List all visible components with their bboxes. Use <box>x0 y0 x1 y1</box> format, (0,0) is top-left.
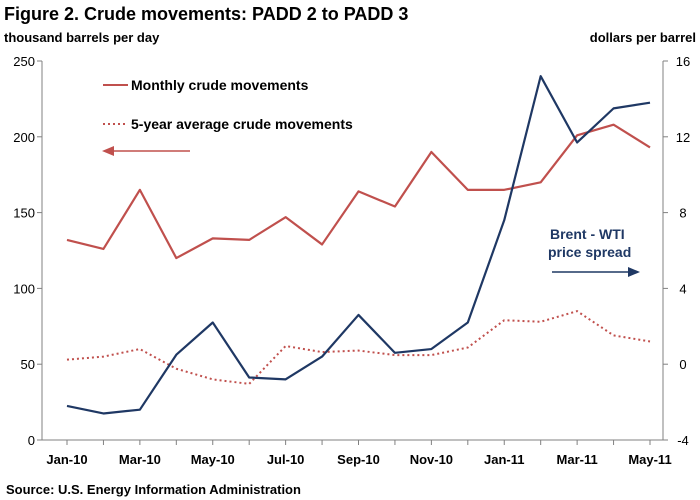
y-right-tick-label: 12 <box>676 130 690 145</box>
right-axis-arrow <box>552 267 640 277</box>
left-axis-arrow <box>102 146 190 156</box>
y-right-tick-label: 4 <box>679 281 686 296</box>
legend-label-avg: 5-year average crude movements <box>131 116 353 132</box>
y-left-tick-label: 100 <box>13 281 35 296</box>
x-tick-label: Mar-10 <box>119 452 161 467</box>
y-left-tick-label: 200 <box>13 130 35 145</box>
legend-label-monthly: Monthly crude movements <box>131 77 309 93</box>
x-tick-label: May-10 <box>191 452 235 467</box>
chart-title: Figure 2. Crude movements: PADD 2 to PAD… <box>4 4 408 24</box>
legend: Monthly crude movements 5-year average c… <box>103 77 353 132</box>
x-tick-label: Sep-10 <box>337 452 380 467</box>
y-axis-left-label: thousand barrels per day <box>4 30 160 45</box>
y-right-tick-label: 0 <box>679 357 686 372</box>
y-left-tick-label: 250 <box>13 54 35 69</box>
annotation-brent-line2: price spread <box>548 244 631 260</box>
x-tick-label: Jul-10 <box>267 452 305 467</box>
right-arrow-head <box>628 267 640 277</box>
source-note: Source: U.S. Energy Information Administ… <box>6 482 301 497</box>
x-tick-label: Mar-11 <box>557 452 598 467</box>
y-right-tick-label: 16 <box>676 54 690 69</box>
y-axis-right-label: dollars per barrel <box>590 30 696 45</box>
x-tick-label: May-11 <box>628 452 671 467</box>
annotation-brent-line1: Brent - WTI <box>550 226 625 242</box>
series-line-1 <box>66 310 651 385</box>
left-arrow-head <box>102 146 114 156</box>
y-left-tick-label: 150 <box>13 206 35 221</box>
x-tick-label: Jan-10 <box>46 452 87 467</box>
y-right-tick-label: -4 <box>677 433 689 448</box>
series-layer <box>66 75 651 415</box>
ticks-layer: 0 50 100 150 200 250 -4 0 4 8 12 16 Jan-10 Mar-10 May-… <box>13 54 690 467</box>
y-left-tick-label: 0 <box>28 433 35 448</box>
y-right-tick-label: 8 <box>679 206 686 221</box>
x-tick-label: Nov-10 <box>410 452 453 467</box>
y-left-tick-label: 50 <box>21 357 35 372</box>
x-tick-label: Jan-11 <box>484 452 524 467</box>
